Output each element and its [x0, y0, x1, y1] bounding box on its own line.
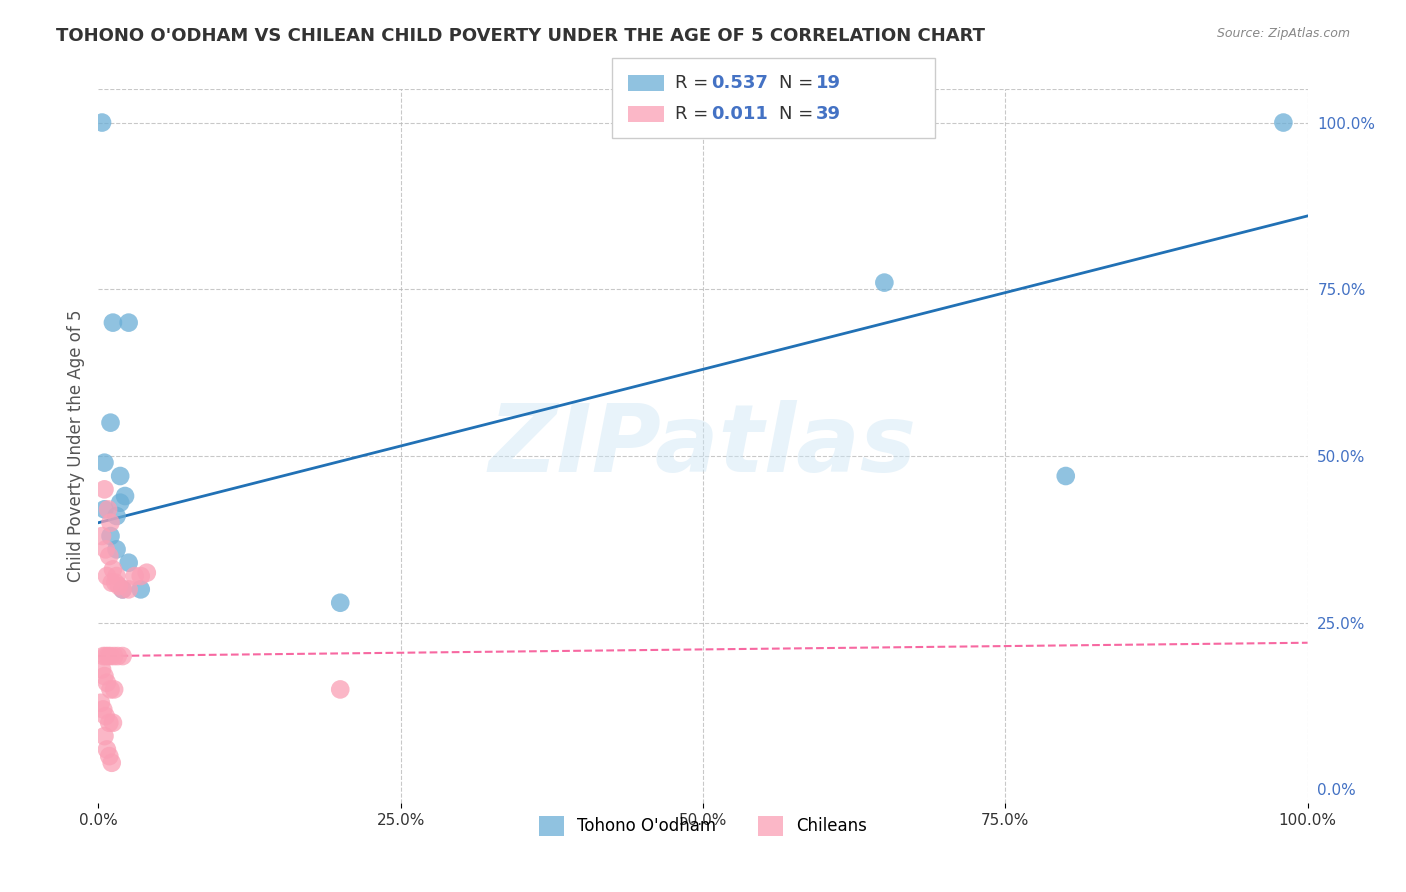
Point: [94, 649, 117, 664]
Point: [105, 509, 128, 524]
Point: [111, 582, 134, 597]
Point: [1272, 115, 1295, 129]
Point: [111, 649, 134, 664]
Point: [118, 582, 141, 597]
Legend: Tohono O'odham, Chileans: Tohono O'odham, Chileans: [530, 807, 876, 845]
Point: [93, 502, 115, 516]
Point: [96, 569, 118, 583]
Point: [103, 682, 125, 697]
Point: [98, 749, 121, 764]
Point: [129, 582, 152, 597]
Point: [91, 702, 114, 716]
Point: [91, 529, 114, 543]
Point: [103, 649, 125, 664]
Text: ZIPatlas: ZIPatlas: [489, 400, 917, 492]
Point: [94, 542, 117, 557]
Point: [97, 502, 120, 516]
Point: [101, 715, 124, 730]
Point: [96, 742, 118, 756]
Text: 0.537: 0.537: [711, 74, 768, 92]
Point: [91, 115, 114, 129]
Text: 19: 19: [815, 74, 841, 92]
Point: [118, 556, 141, 570]
Point: [100, 756, 122, 770]
Point: [108, 496, 131, 510]
Point: [90, 696, 112, 710]
Y-axis label: Child Poverty Under the Age of 5: Child Poverty Under the Age of 5: [66, 310, 84, 582]
Point: [1054, 469, 1077, 483]
Point: [93, 669, 115, 683]
Point: [114, 489, 136, 503]
Text: 0.011: 0.011: [711, 105, 768, 123]
Point: [329, 682, 352, 697]
Point: [873, 276, 896, 290]
Point: [105, 542, 128, 557]
Point: [108, 579, 131, 593]
Point: [111, 582, 134, 597]
Point: [100, 529, 122, 543]
Point: [104, 575, 127, 590]
Point: [101, 316, 124, 330]
Point: [124, 569, 146, 583]
Point: [329, 596, 352, 610]
Point: [98, 715, 121, 730]
Point: [97, 649, 120, 664]
Point: [105, 569, 128, 583]
Point: [94, 709, 117, 723]
Point: [100, 682, 122, 697]
Point: [93, 729, 115, 743]
Text: TOHONO O'ODHAM VS CHILEAN CHILD POVERTY UNDER THE AGE OF 5 CORRELATION CHART: TOHONO O'ODHAM VS CHILEAN CHILD POVERTY …: [56, 27, 986, 45]
Point: [129, 569, 152, 583]
Point: [100, 575, 122, 590]
Point: [100, 416, 122, 430]
Point: [93, 483, 115, 497]
Point: [93, 456, 115, 470]
Point: [107, 649, 129, 664]
Point: [91, 662, 114, 676]
Text: Source: ZipAtlas.com: Source: ZipAtlas.com: [1216, 27, 1350, 40]
Text: R =: R =: [675, 105, 714, 123]
Text: 39: 39: [815, 105, 841, 123]
Point: [96, 675, 118, 690]
Point: [100, 516, 122, 530]
Point: [135, 566, 157, 580]
Point: [118, 316, 141, 330]
Point: [98, 549, 121, 563]
Text: R =: R =: [675, 74, 714, 92]
Text: N =: N =: [779, 74, 818, 92]
Point: [100, 649, 122, 664]
Point: [91, 649, 114, 664]
Point: [108, 469, 131, 483]
Text: N =: N =: [779, 105, 818, 123]
Point: [101, 562, 124, 576]
